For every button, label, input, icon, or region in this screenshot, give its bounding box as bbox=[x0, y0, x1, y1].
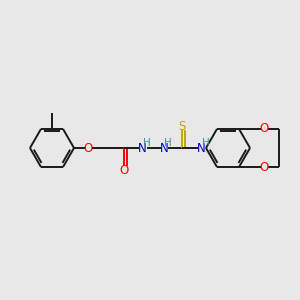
Text: S: S bbox=[178, 119, 186, 133]
Text: H: H bbox=[143, 138, 151, 148]
Text: N: N bbox=[196, 142, 206, 154]
Text: O: O bbox=[83, 142, 93, 154]
Text: O: O bbox=[260, 122, 268, 135]
Text: H: H bbox=[164, 138, 172, 148]
Text: N: N bbox=[160, 142, 168, 154]
Text: N: N bbox=[138, 142, 146, 154]
Text: H: H bbox=[202, 138, 210, 148]
Text: O: O bbox=[260, 160, 268, 174]
Text: O: O bbox=[119, 164, 129, 176]
